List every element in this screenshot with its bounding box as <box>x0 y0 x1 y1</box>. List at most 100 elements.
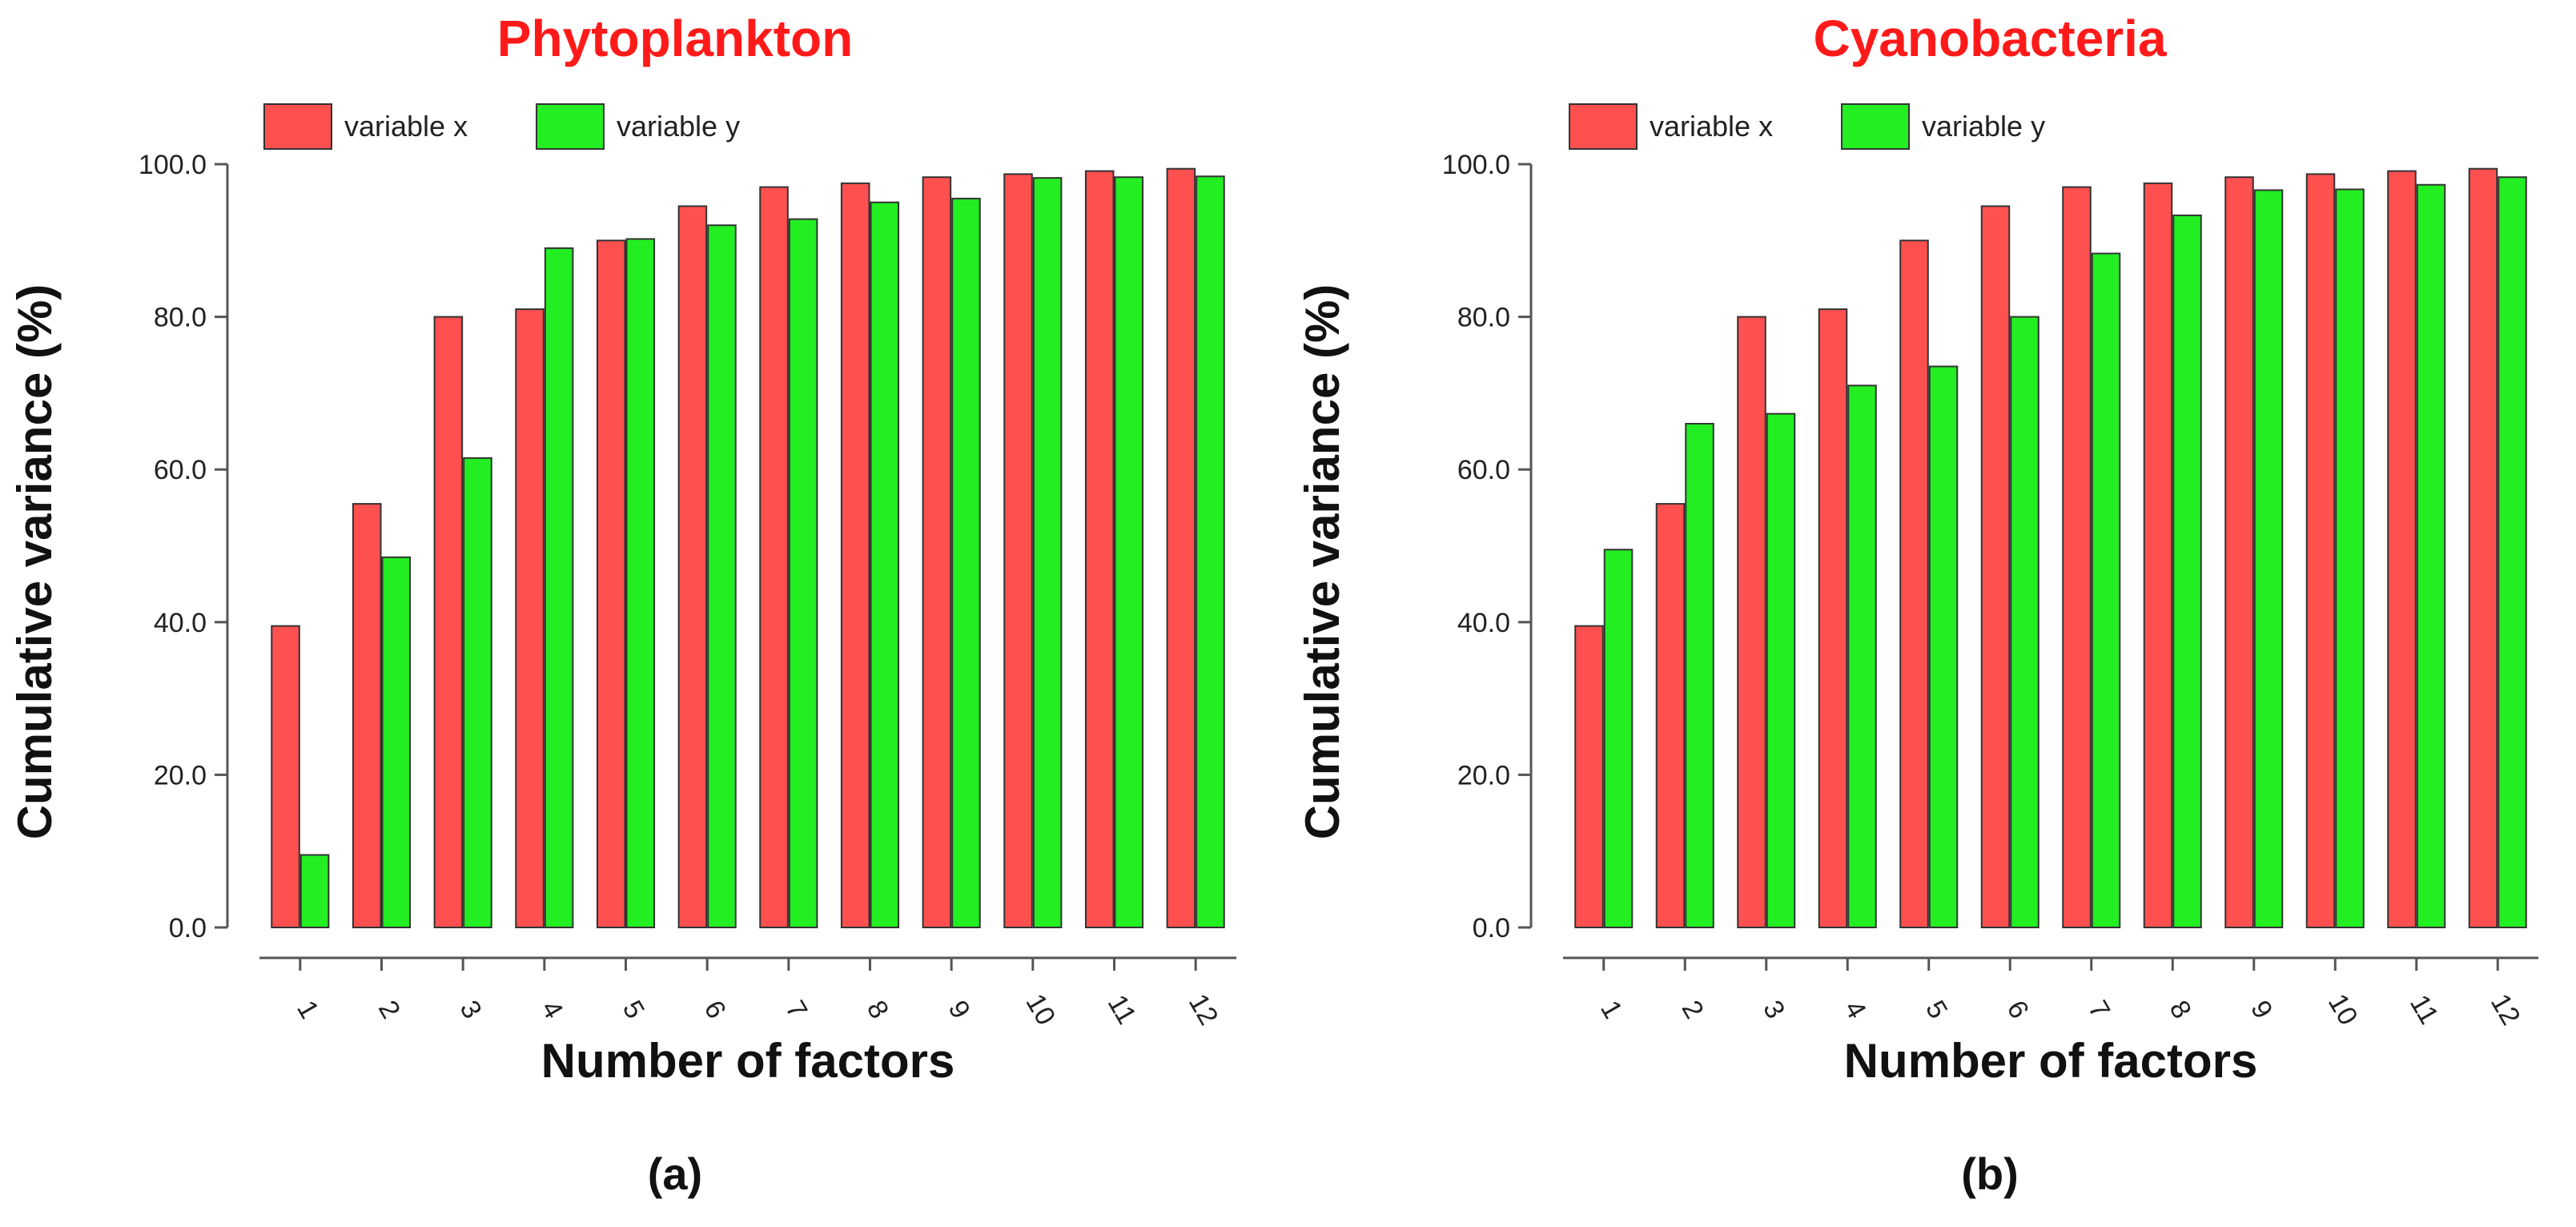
legend-swatch <box>263 103 332 150</box>
bar-variable-y <box>951 197 981 928</box>
bar-variable-x <box>596 239 626 928</box>
bar-variable-x <box>1166 167 1196 928</box>
y-tick-label: 20.0 <box>154 760 207 791</box>
y-axis-title: Cumulative variance (%) <box>8 284 62 840</box>
panel-caption: (a) <box>648 1149 702 1199</box>
chart-panel-a: Phytoplankton variable x variable y 0.0 20.0… <box>8 10 1236 1199</box>
bar-variable-y <box>1685 423 1714 928</box>
legend-label: variable y <box>1922 110 2045 143</box>
bar-variable-y <box>2010 316 2040 929</box>
x-tick-label: 4 <box>535 996 569 1024</box>
x-tick-label: 3 <box>454 996 488 1024</box>
x-tick-label: 12 <box>2485 989 2526 1031</box>
bar-variable-x <box>2387 170 2417 928</box>
chart-panel-b: Cyanobacteria variable x variable y 0.0 20.0… <box>1296 10 2538 1199</box>
x-tick-label: 1 <box>1594 996 1628 1024</box>
x-tick-label: 11 <box>1102 990 1143 1030</box>
bar-variable-x <box>2224 176 2254 929</box>
bar-variable-x <box>1980 205 2011 929</box>
bar-variable-x <box>922 176 952 929</box>
x-tick-label: 10 <box>1019 989 1061 1031</box>
x-axis-title: Number of factors <box>1844 1034 2258 1088</box>
y-tick-label: 0.0 <box>1473 913 1510 943</box>
x-tick-label: 9 <box>942 996 976 1024</box>
bar-variable-x <box>840 182 870 928</box>
bar-variable-y <box>1114 176 1144 929</box>
bar-variable-x <box>1818 308 1848 928</box>
y-tick-label: 100.0 <box>139 150 207 180</box>
bar-variable-x <box>352 503 382 928</box>
legend-swatch <box>1569 103 1638 150</box>
bar-variable-y <box>870 201 900 928</box>
chart-title: Phytoplankton <box>497 10 853 67</box>
x-tick-label: 12 <box>1183 989 1224 1031</box>
y-tick-label: 80.0 <box>154 303 207 333</box>
y-tick-label: 40.0 <box>1457 608 1510 638</box>
bar-variable-y <box>381 556 412 928</box>
y-tick-label: 0.0 <box>169 913 207 943</box>
x-tick-label: 11 <box>2404 990 2445 1030</box>
x-axis-title: Number of factors <box>541 1034 955 1088</box>
y-tick-label: 60.0 <box>154 455 207 485</box>
legend-label: variable y <box>617 110 740 143</box>
y-tick-label: 60.0 <box>1457 455 1510 485</box>
bar-variable-x <box>1574 625 1604 928</box>
bar-variable-y <box>1928 365 1959 929</box>
x-tick-label: 2 <box>1676 996 1710 1024</box>
x-tick-label: 6 <box>2001 996 2035 1024</box>
bar-variable-x <box>2468 167 2498 928</box>
x-tick-label: 10 <box>2322 989 2364 1031</box>
bar-variable-x <box>2143 182 2173 928</box>
bar-variable-y <box>2253 189 2284 929</box>
bar-variable-y <box>1847 384 1877 928</box>
legend-swatch <box>1841 103 1910 150</box>
y-tick-label: 40.0 <box>154 608 207 638</box>
x-tick-label: 2 <box>372 996 406 1024</box>
bar-variable-x <box>271 625 300 928</box>
bar-variable-x <box>515 308 545 928</box>
bar-variable-y <box>1196 175 1225 929</box>
bar-variable-x <box>1899 239 1929 928</box>
bar-variable-y <box>2335 188 2365 929</box>
x-tick-label: 5 <box>1919 996 1953 1024</box>
legend-swatch <box>536 103 605 150</box>
x-tick-label: 4 <box>1839 996 1872 1024</box>
bar-variable-y <box>2498 176 2527 929</box>
bar-variable-y <box>2172 214 2202 928</box>
y-tick-label: 20.0 <box>1457 760 1510 791</box>
bar-variable-y <box>1603 549 1634 928</box>
bar-variable-y <box>2416 183 2446 928</box>
bar-variable-y <box>544 247 574 928</box>
legend-label: variable x <box>1650 110 1773 143</box>
bar-variable-x <box>677 205 708 929</box>
bar-variable-y <box>2091 252 2121 929</box>
bar-variable-x <box>2062 186 2092 928</box>
x-tick-label: 8 <box>2164 996 2197 1024</box>
bar-variable-y <box>299 854 330 928</box>
bar-variable-x <box>2305 173 2336 929</box>
y-tick-label: 100.0 <box>1442 150 1510 180</box>
x-tick-label: 7 <box>779 996 813 1024</box>
x-tick-label: 6 <box>698 996 732 1024</box>
bar-variable-y <box>625 238 656 929</box>
bar-variable-y <box>1032 177 1063 929</box>
bar-variable-x <box>1737 316 1766 929</box>
y-tick-label: 80.0 <box>1457 303 1510 333</box>
bar-variable-x <box>1084 170 1115 928</box>
bar-variable-y <box>463 457 492 928</box>
y-axis-title: Cumulative variance (%) <box>1296 284 1349 840</box>
panel-caption: (b) <box>1961 1149 2019 1199</box>
bar-variable-x <box>1003 173 1033 929</box>
x-tick-label: 8 <box>861 996 894 1024</box>
bar-variable-y <box>707 224 737 928</box>
x-tick-label: 1 <box>291 996 324 1024</box>
x-tick-label: 9 <box>2244 996 2278 1024</box>
x-tick-label: 3 <box>1757 996 1790 1024</box>
x-tick-label: 5 <box>617 996 650 1024</box>
chart-title: Cyanobacteria <box>1813 10 2166 67</box>
legend-label: variable x <box>344 110 468 143</box>
bar-variable-x <box>1655 503 1686 928</box>
bar-variable-y <box>788 218 818 928</box>
bar-variable-x <box>759 186 789 928</box>
